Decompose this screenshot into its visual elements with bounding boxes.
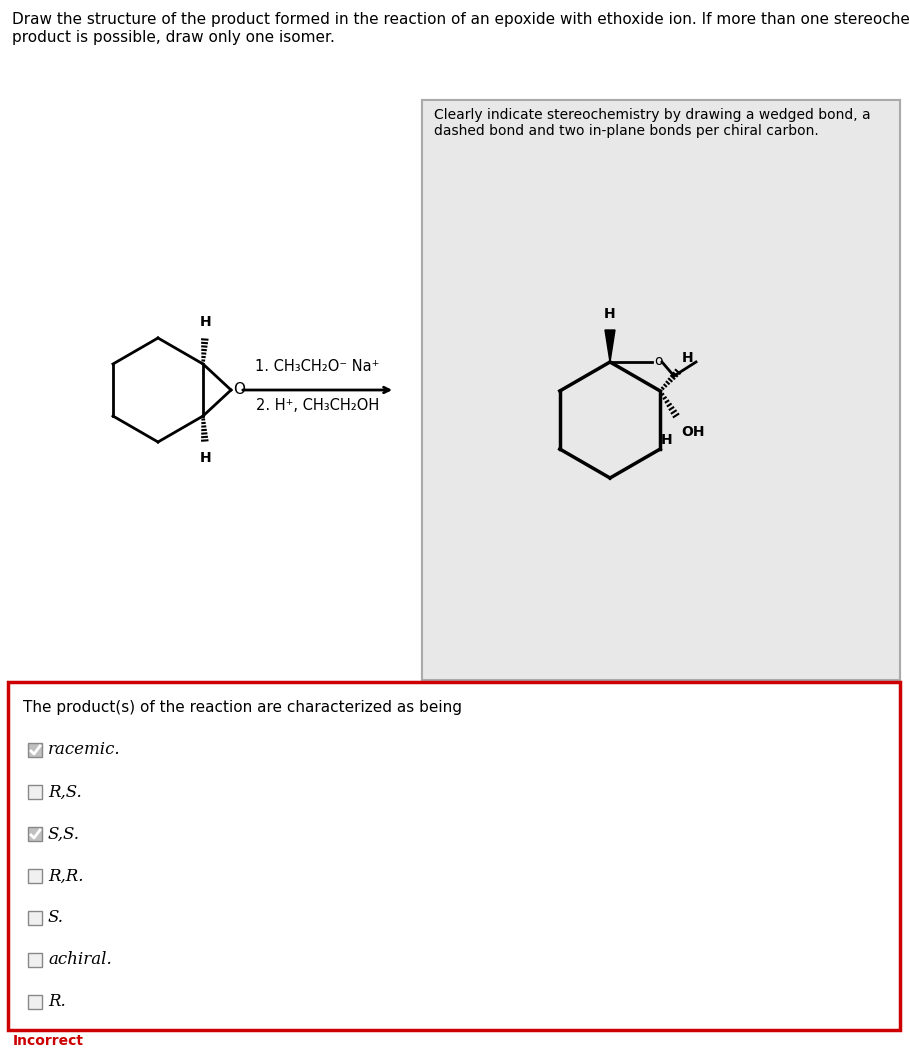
Bar [422, 100, 900, 681]
Text: achiral.: achiral. [48, 952, 112, 969]
Text: o: o [654, 354, 662, 368]
Text: H: H [682, 351, 693, 365]
Text: Draw the structure of the product formed in the reaction of an epoxide with etho: Draw the structure of the product formed… [12, 12, 910, 26]
Bar [28, 869, 42, 883]
Text: The product(s) of the reaction are characterized as being: The product(s) of the reaction are chara… [23, 700, 462, 716]
Bar [28, 785, 42, 799]
Text: S.: S. [48, 909, 64, 926]
Polygon shape [605, 330, 615, 363]
Text: H: H [604, 307, 616, 321]
Text: O: O [233, 382, 245, 396]
Bar [28, 953, 42, 967]
Text: OH: OH [682, 425, 704, 439]
Text: H: H [200, 450, 212, 465]
Bar [28, 743, 42, 757]
Bar [28, 911, 42, 925]
Text: R,S.: R,S. [48, 783, 82, 800]
Text: 2. H⁺, CH₃CH₂OH: 2. H⁺, CH₃CH₂OH [256, 398, 379, 413]
Text: product is possible, draw only one isomer.: product is possible, draw only one isome… [12, 30, 335, 45]
Text: Incorrect: Incorrect [13, 1034, 84, 1048]
Bar [422, 100, 900, 681]
Text: S,S.: S,S. [48, 826, 80, 843]
Text: R.: R. [48, 993, 66, 1010]
Text: Clearly indicate stereochemistry by drawing a wedged bond, a
dashed bond and two: Clearly indicate stereochemistry by draw… [434, 108, 871, 138]
Text: R,R.: R,R. [48, 867, 84, 884]
Text: H: H [200, 315, 212, 329]
Text: H: H [661, 432, 672, 447]
Bar [28, 827, 42, 841]
Text: 1. CH₃CH₂O⁻ Na⁺: 1. CH₃CH₂O⁻ Na⁺ [256, 359, 379, 374]
Text: racemic.: racemic. [48, 742, 121, 759]
Bar [424, 102, 898, 678]
Bar [28, 995, 42, 1009]
Bar [8, 682, 900, 1030]
